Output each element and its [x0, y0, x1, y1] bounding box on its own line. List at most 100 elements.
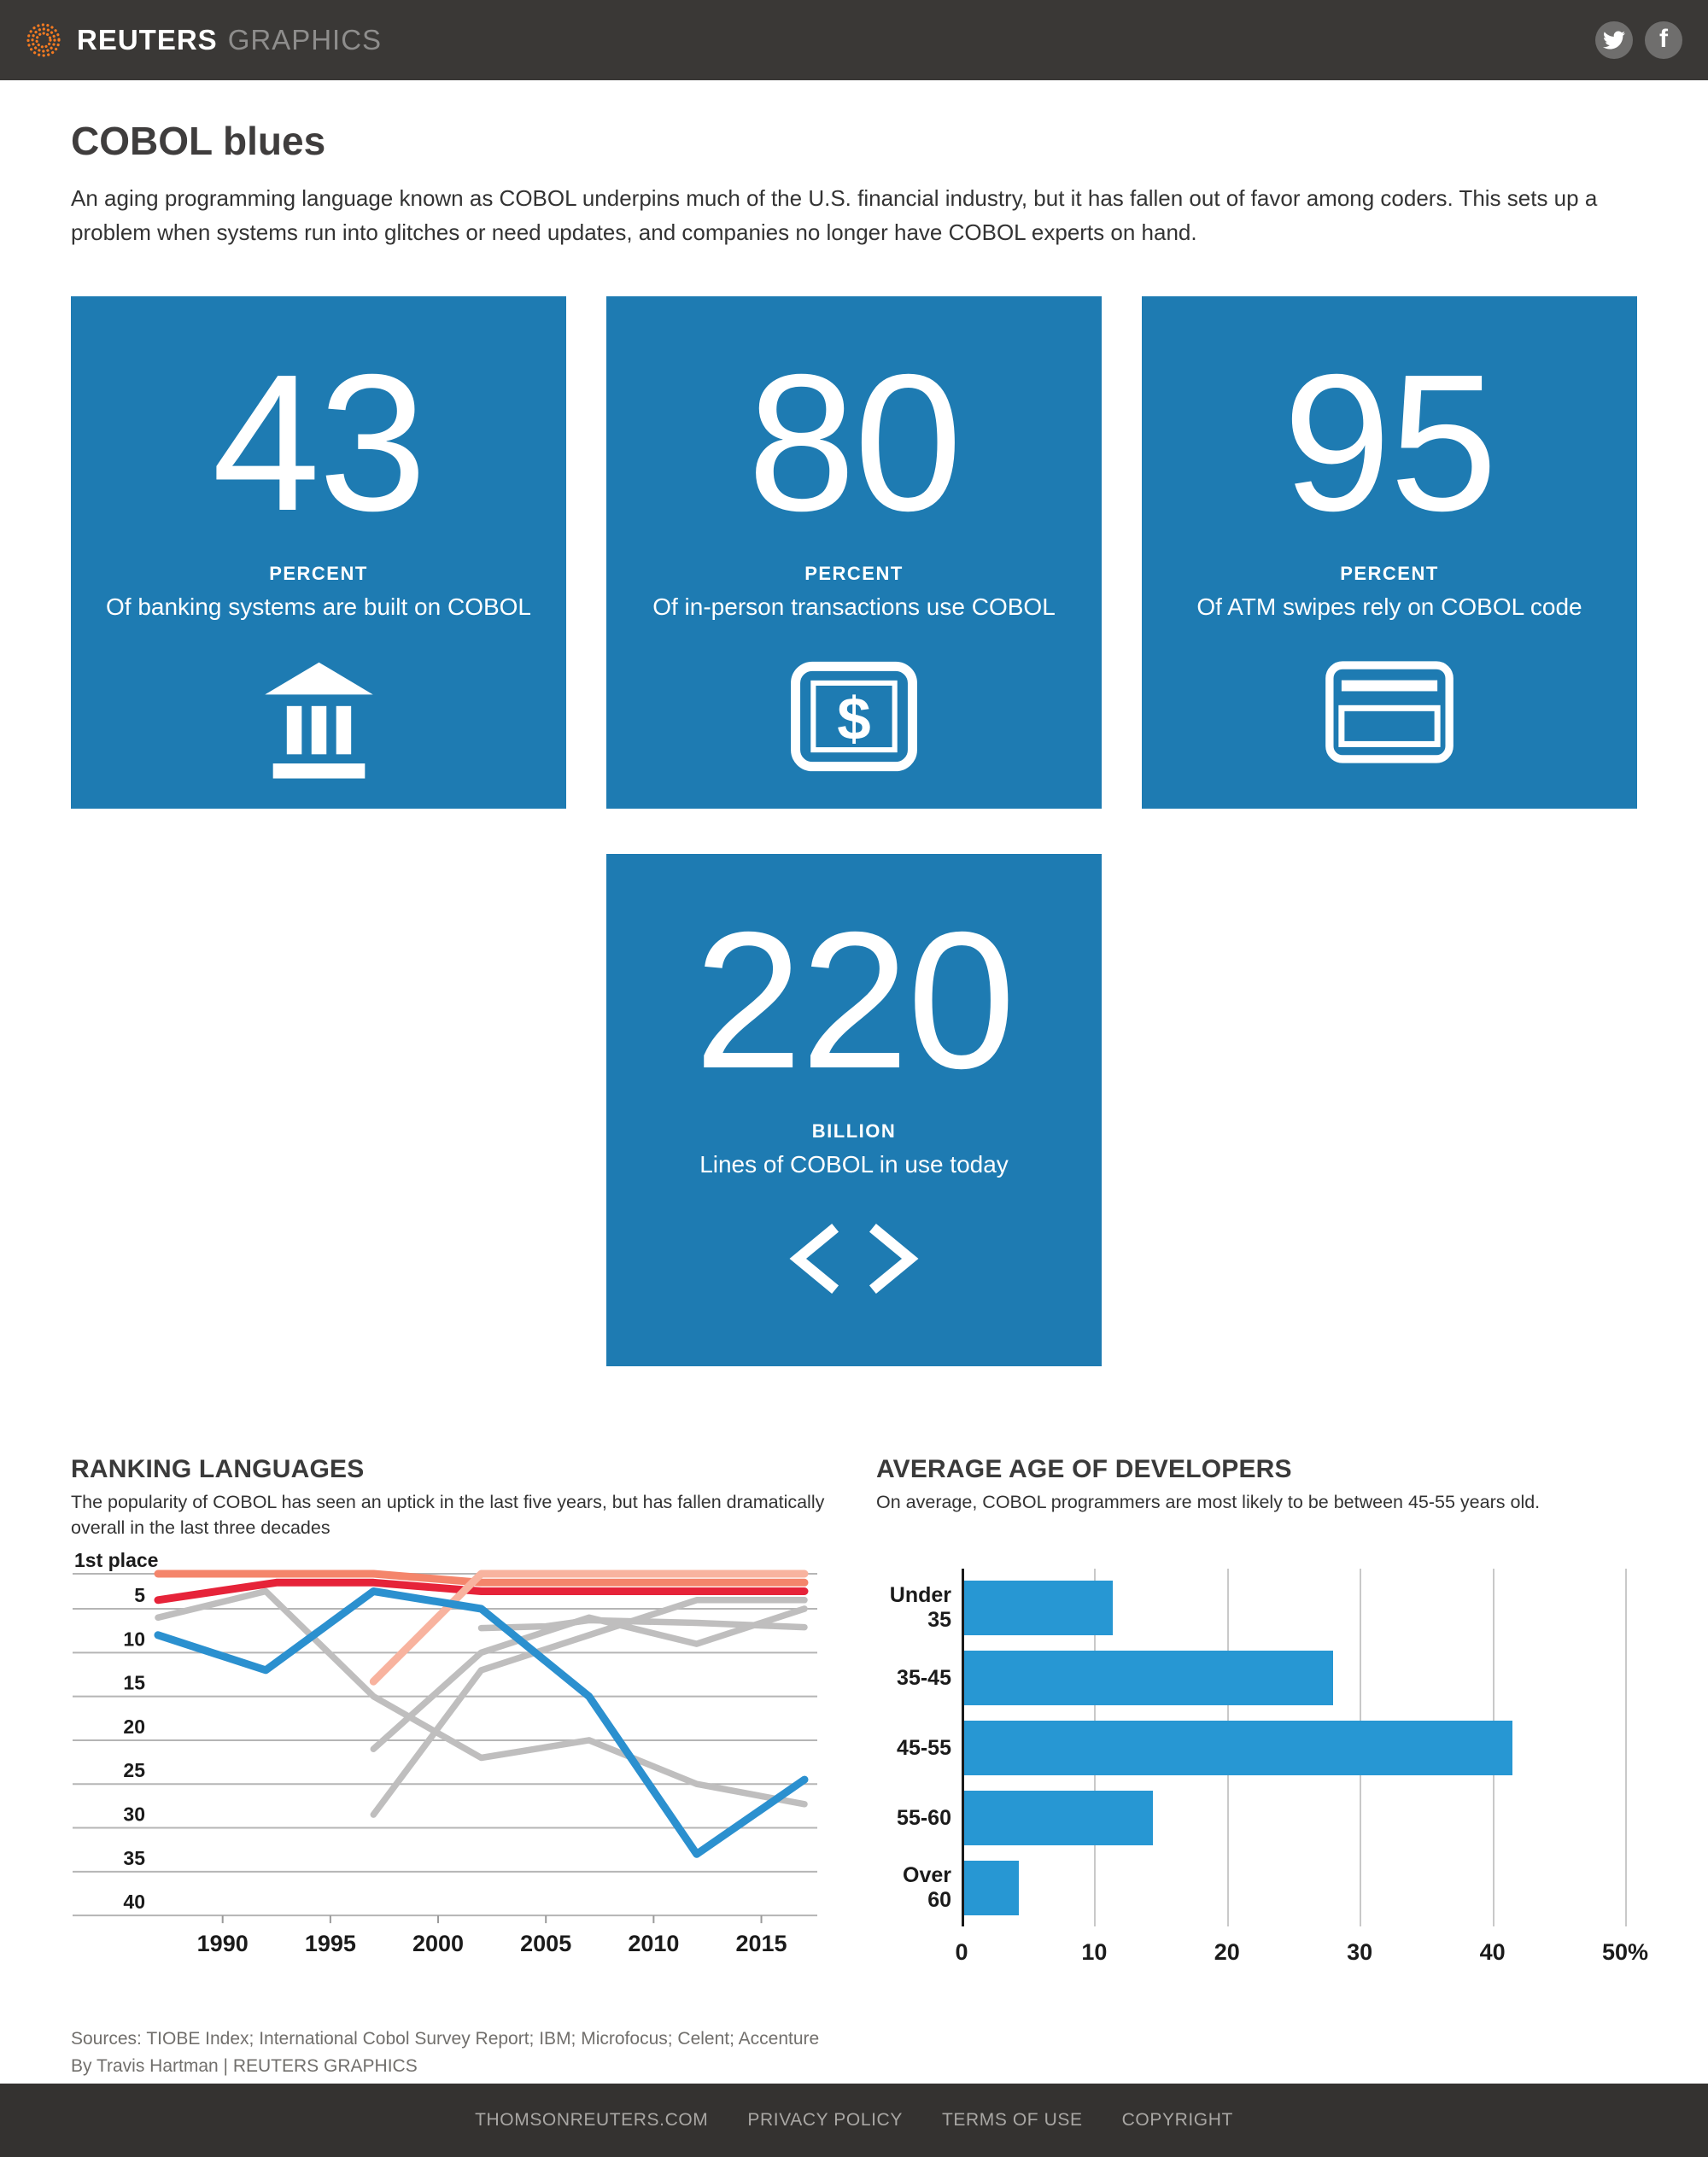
sources-line: Sources: TIOBE Index; International Cobo… — [71, 2029, 820, 2049]
bar-track — [962, 1581, 1625, 1635]
x-tick-label: 2005 — [520, 1931, 571, 1956]
stat-description: Of ATM swipes rely on COBOL code — [1196, 593, 1582, 620]
bar-track — [962, 1721, 1625, 1775]
sources-block: Sources: TIOBE Index; International Cobo… — [71, 2025, 1637, 2080]
stat-value: 220 — [693, 892, 1015, 1109]
bar-axis-label: 30 — [1347, 1939, 1373, 1965]
stat-description: Lines of COBOL in use today — [699, 1151, 1009, 1178]
line-series-gray-language-2 — [370, 1597, 808, 1818]
svg-text:$: $ — [837, 686, 870, 753]
bar-zero-axis — [962, 1569, 964, 1926]
line-series-gray-language-1 — [155, 1587, 808, 1808]
x-tick-label: 2015 — [735, 1931, 787, 1956]
stat-value: 95 — [1283, 335, 1498, 552]
stat-description: Of in-person transactions use COBOL — [652, 593, 1056, 620]
y-tick-label: 5 — [134, 1584, 145, 1606]
reuters-logo-icon — [24, 20, 63, 60]
ranking-line-chart: 1st place 5 10 15 20 25 30 35 40 1990 1995 2000 2005… — [73, 1551, 817, 1956]
ranking-title: RANKING LANGUAGES — [71, 1455, 365, 1483]
y-tick-label: 25 — [123, 1759, 145, 1781]
y-tick-label: 1st place — [74, 1551, 158, 1571]
line-series-cobol — [154, 1587, 809, 1858]
bar-category-label: Over 60 — [903, 1863, 951, 1912]
x-tick-label: 1995 — [305, 1931, 356, 1956]
stat-card-43: 43 PERCENT Of banking systems are built on… — [71, 296, 566, 809]
y-tick-label: 30 — [123, 1803, 145, 1826]
y-tick-label: 15 — [123, 1672, 145, 1694]
ages-title: AVERAGE AGE OF DEVELOPERS — [876, 1455, 1292, 1483]
stat-unit: PERCENT — [1340, 563, 1439, 584]
ages-subtitle: On average, COBOL programmers are most l… — [876, 1492, 1541, 1512]
y-tick-label: 20 — [123, 1716, 145, 1738]
bar-value-41.5 — [962, 1721, 1512, 1775]
bar-value-11.4 — [962, 1581, 1114, 1635]
ranking-subtitle: The popularity of COBOL has seen an upti… — [71, 1492, 825, 1538]
bar-axis-label: 40 — [1479, 1939, 1506, 1965]
stat-unit: PERCENT — [269, 563, 368, 584]
bar-axis-label: 20 — [1214, 1939, 1240, 1965]
bar-x-axis: 0 10 20 30 40 50% — [955, 1939, 1648, 1968]
code-brackets-icon — [606, 1218, 1102, 1354]
bar-axis-label: 0 — [955, 1939, 968, 1965]
bar-value-14.4 — [962, 1791, 1153, 1845]
age-bar-chart: Under 35 35-45 45-55 55-60 Over 60 0 10 20 30 40… — [876, 1569, 1648, 1970]
charts-section: RANKING LANGUAGES The popularity of COBO… — [71, 1455, 1648, 1978]
bar-axis-label: 10 — [1081, 1939, 1108, 1965]
bar-rows: Under 35 35-45 45-55 55-60 Over 60 — [876, 1573, 1625, 1923]
page-title: COBOL blues — [71, 119, 326, 163]
stat-unit: BILLION — [811, 1120, 897, 1142]
stat-card-220: 220 BILLION Lines of COBOL in use today — [606, 854, 1102, 1366]
stat-card-billion-wrap: 220 BILLION Lines of COBOL in use today — [71, 854, 1637, 1366]
stat-description: Of banking systems are built on COBOL — [106, 593, 531, 620]
bar-value-28 — [962, 1651, 1334, 1705]
credit-card-icon — [1142, 660, 1637, 797]
x-tick-label: 1990 — [197, 1931, 249, 1956]
y-tick-label: 35 — [123, 1847, 145, 1869]
facebook-icon[interactable]: f — [1645, 21, 1682, 59]
bar-value-4.3 — [962, 1861, 1019, 1915]
footer-link-thomsonreuters-com[interactable]: THOMSONREUTERS.COM — [475, 2110, 709, 2130]
line-series-red-language — [154, 1578, 809, 1605]
bar-row-45-55: 45-55 — [876, 1713, 1625, 1783]
stat-cards-row: 43 PERCENT Of banking systems are built on… — [71, 296, 1637, 809]
brand-graphics: GRAPHICS — [227, 24, 383, 56]
ranking-languages-chart: RANKING LANGUAGES The popularity of COBO… — [71, 1455, 876, 1978]
stat-value: 80 — [747, 335, 962, 552]
bar-row-35-45: 35-45 — [876, 1643, 1625, 1713]
stat-card-80: 80 PERCENT Of in-person transactions use C… — [606, 296, 1102, 809]
footer-link-copyright[interactable]: COPYRIGHT — [1121, 2110, 1233, 2130]
x-tick-label: 2010 — [628, 1931, 679, 1956]
footer-bar: THOMSONREUTERS.COM PRIVACY POLICY TERMS OF… — [0, 2084, 1708, 2157]
stat-card-95: 95 PERCENT Of ATM swipes rely on COBOL cod… — [1142, 296, 1637, 809]
bar-row-55-60: 55-60 — [876, 1783, 1625, 1853]
byline: By Travis Hartman | REUTERS GRAPHICS — [71, 2056, 418, 2076]
brand-reuters: REUTERS — [77, 24, 218, 56]
footer-link-terms-of-use[interactable]: TERMS OF USE — [941, 2110, 1083, 2130]
bar-category-label: 35-45 — [897, 1665, 951, 1690]
bar-track — [962, 1651, 1625, 1705]
twitter-icon[interactable] — [1595, 21, 1633, 59]
bar-row-over-60: Over 60 — [876, 1853, 1625, 1923]
line-series-salmon-leader — [154, 1570, 809, 1587]
bar-category-label: Under 35 — [889, 1583, 951, 1632]
line-series-salmon-riser — [369, 1570, 809, 1686]
bar-track — [962, 1861, 1625, 1915]
y-tick-label: 40 — [123, 1891, 145, 1913]
stat-value: 43 — [212, 335, 427, 552]
line-series-gray-language-4 — [477, 1616, 808, 1632]
developer-age-chart: AVERAGE AGE OF DEVELOPERS On average, CO… — [876, 1455, 1648, 1978]
y-tick-label: 10 — [123, 1628, 145, 1650]
stat-unit: PERCENT — [804, 563, 904, 584]
header-bar: REUTERS GRAPHICS f — [0, 0, 1708, 80]
article-lede: An aging programming language known as C… — [71, 185, 1598, 245]
social-buttons: f — [1595, 21, 1682, 59]
bank-icon — [71, 660, 566, 797]
bar-track — [962, 1791, 1625, 1845]
footer-link-privacy-policy[interactable]: PRIVACY POLICY — [747, 2110, 903, 2130]
bar-gridline-50 — [1625, 1569, 1627, 1926]
bar-axis-label: 50% — [1601, 1939, 1649, 1965]
bar-category-label: 55-60 — [897, 1805, 951, 1830]
bar-category-label: 45-55 — [897, 1735, 951, 1760]
x-tick-label: 2000 — [412, 1931, 464, 1956]
bar-row-under-35: Under 35 — [876, 1573, 1625, 1643]
